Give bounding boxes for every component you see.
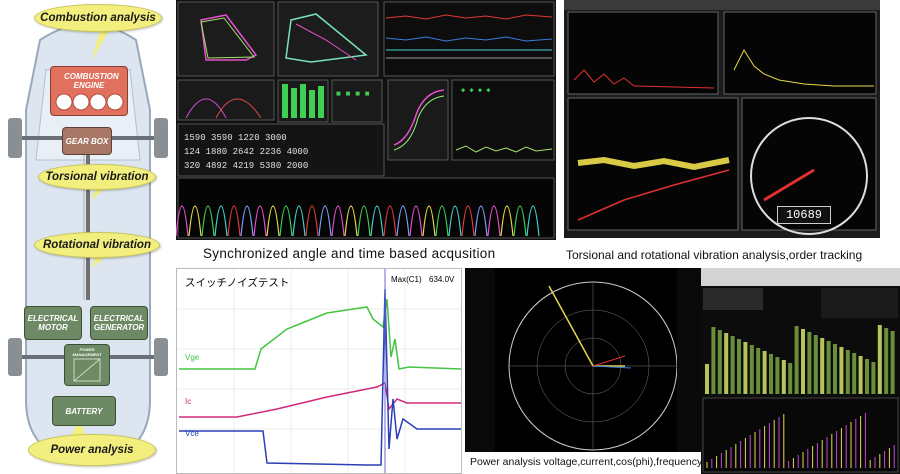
harmonic-spectrum: [706, 413, 895, 468]
svg-text:124 1880 2642 2236 4000: 124 1880 2642 2236 4000: [184, 147, 308, 157]
harmonics-plots: [701, 268, 900, 473]
oscilloscope-screenshot: スイッチノイズテスト Max(C1) 634.0V Vge Ic Vce: [176, 268, 462, 474]
torsional-vibration-callout: Torsional vibration: [38, 164, 156, 190]
electrical-motor-block: ELECTRICAL MOTOR: [24, 306, 82, 340]
gearbox-block: GEAR BOX: [62, 127, 112, 155]
power-caption-bg: [465, 452, 701, 474]
svg-text:320 4892 4219 5380 2000: 320 4892 4219 5380 2000: [184, 161, 308, 171]
rotational-vibration-callout: Rotational vibration: [34, 232, 160, 258]
phasor-diagram: [465, 268, 701, 474]
engine-cylinders: [55, 93, 124, 111]
combustion-engine-label: COMBUSTION ENGINE: [64, 72, 119, 90]
electrical-generator-block: ELECTRICAL GENERATOR: [90, 306, 148, 340]
sync-acquisition-screenshot: ■ ■ ■ ■ ◆ ◆ ◆ ◆ 1590 3590 1220 3000 124 …: [176, 0, 556, 240]
oscilloscope-traces: [177, 269, 461, 473]
svg-text:◆ ◆ ◆ ◆: ◆ ◆ ◆ ◆: [461, 87, 491, 95]
harmonics-screenshot: [701, 268, 900, 474]
trace-label-vce: Vce: [185, 429, 199, 438]
sync-acquisition-plots: ■ ■ ■ ■ ◆ ◆ ◆ ◆ 1590 3590 1220 3000 124 …: [176, 1, 555, 239]
torsional-vibration-screenshot: 10689: [564, 0, 880, 238]
torsional-vibration-plots: [564, 0, 880, 235]
sync-caption: Synchronized angle and time based acqusi…: [203, 246, 496, 261]
peak-traces: [176, 205, 540, 237]
power-analysis-callout: Power analysis: [28, 434, 156, 466]
vehicle-diagram: Combustion analysis COMBUSTION ENGINE GE…: [0, 0, 176, 474]
power-caption: Power analysis voltage,current,cos(phi),…: [470, 456, 703, 468]
max-marker-label: Max(C1): [391, 275, 422, 284]
svg-text:1590 3590 1220 3000: 1590 3590 1220 3000: [184, 133, 287, 143]
torsional-caption: Torsional and rotational vibration analy…: [566, 248, 863, 262]
trace-label-ic: Ic: [185, 397, 192, 406]
harmonic-bars: [705, 325, 895, 394]
trace-label-vge: Vge: [185, 353, 200, 362]
battery-block: BATTERY: [52, 396, 116, 426]
oscilloscope-title: スイッチノイズテスト: [185, 277, 290, 289]
max-marker-value: 634.0V: [429, 275, 455, 284]
phasor-screenshot: [465, 268, 701, 474]
power-management-symbol: [73, 358, 101, 382]
combustion-analysis-callout: Combustion analysis: [34, 4, 162, 32]
svg-text:■ ■ ■ ■: ■ ■ ■ ■: [336, 90, 370, 99]
power-management-label: POWER MANAGEMENT: [72, 347, 102, 357]
gauge-readout: 10689: [777, 206, 831, 224]
power-management-block: POWER MANAGEMENT: [64, 344, 110, 386]
